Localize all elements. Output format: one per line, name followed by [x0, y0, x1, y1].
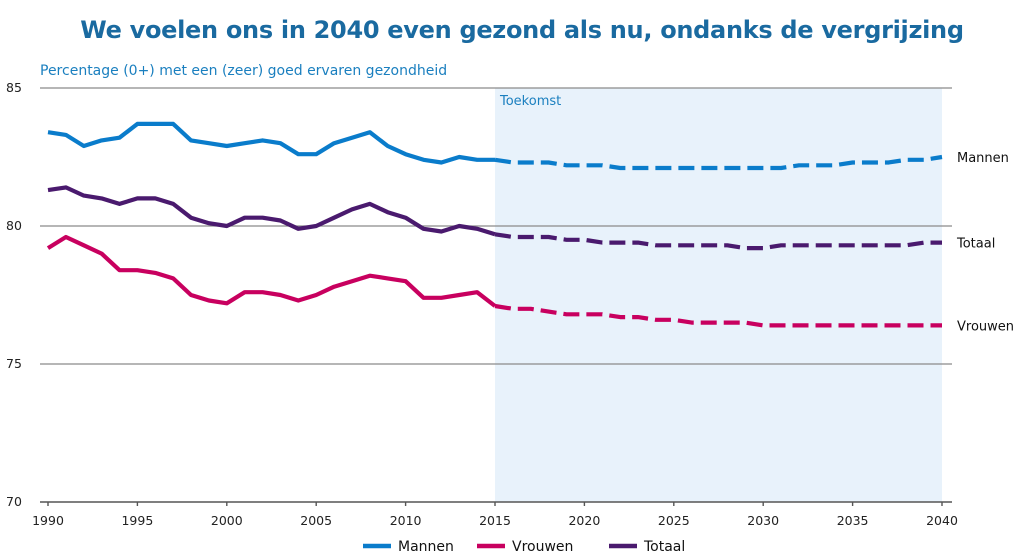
chart-subtitle: Percentage (0+) met een (zeer) goed erva… [40, 63, 448, 79]
x-tick-label-1990: 1990 [32, 513, 64, 528]
series-layer [46, 121, 943, 328]
axes-layer: 70 75 80 85 1990 1995 2000 2005 2010 2015 2020 2025… [6, 80, 958, 528]
series-mannen-historical [47, 121, 495, 165]
chart-title: We voelen ons in 2040 even gezond als nu… [80, 16, 964, 44]
legend-label-vrouwen: Vrouwen [512, 539, 573, 553]
gridlines-layer [40, 87, 952, 365]
x-tick-label-2030: 2030 [747, 513, 779, 528]
end-labels-layer: Mannen Vrouwen Totaal [956, 151, 1014, 334]
x-tick-label-2005: 2005 [300, 513, 332, 528]
end-label-mannen: Mannen [957, 151, 1009, 166]
series-vrouwen-historical [46, 234, 497, 308]
series-vrouwen-forecast [494, 303, 942, 328]
x-tick-label-2020: 2020 [568, 513, 600, 528]
forecast-region [495, 88, 942, 502]
legend-label-mannen: Mannen [398, 539, 454, 553]
x-tick-label-2015: 2015 [479, 513, 511, 528]
y-tick-label-80: 80 [6, 218, 22, 233]
legend: Mannen Vrouwen Totaal [363, 539, 685, 553]
series-totaal-historical [47, 185, 496, 237]
x-tick-label-2035: 2035 [837, 513, 869, 528]
legend-label-totaal: Totaal [643, 539, 685, 553]
x-tick-label-1995: 1995 [121, 513, 153, 528]
series-mannen-forecast [494, 154, 943, 171]
x-tick-label-2040: 2040 [926, 513, 958, 528]
end-label-totaal: Totaal [956, 237, 995, 252]
x-tick-label-2000: 2000 [211, 513, 243, 528]
x-tick-label-2010: 2010 [390, 513, 422, 528]
forecast-region-label: Toekomst [499, 94, 561, 109]
y-tick-label-85: 85 [6, 80, 22, 95]
x-tick-label-2025: 2025 [658, 513, 690, 528]
forecast-region-layer: Toekomst [495, 88, 942, 502]
y-tick-label-75: 75 [6, 356, 22, 371]
y-tick-label-70: 70 [6, 494, 22, 509]
end-label-vrouwen: Vrouwen [957, 319, 1014, 334]
series-totaal-forecast [494, 232, 942, 251]
